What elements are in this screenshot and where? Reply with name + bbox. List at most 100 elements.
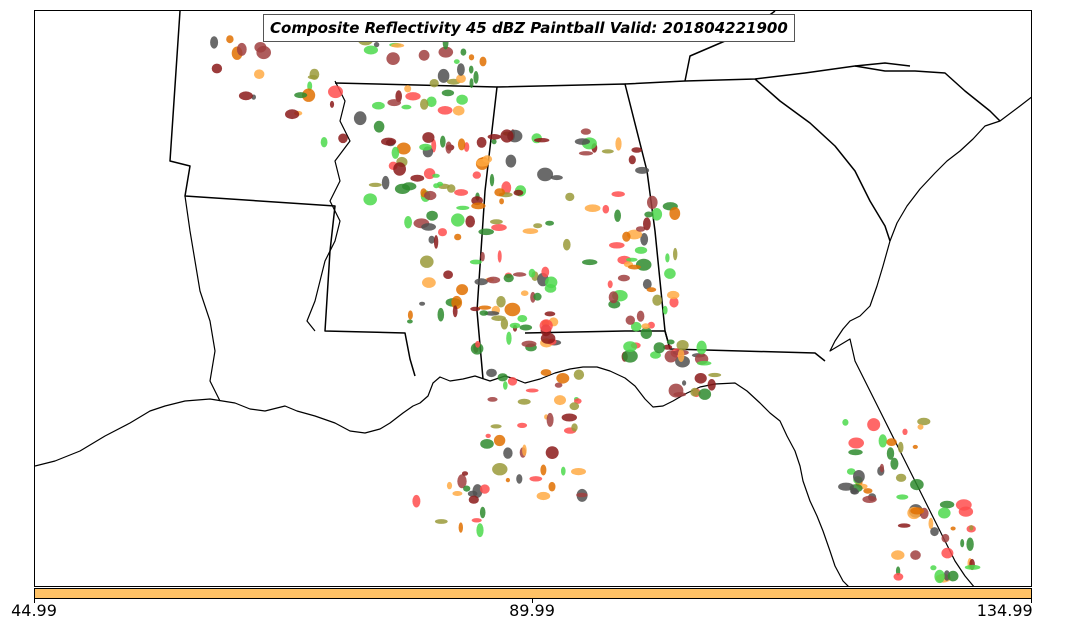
paintball-blob (640, 233, 649, 246)
paintball-blob (643, 217, 651, 231)
paintball-blob (401, 104, 412, 110)
paintball-blob (381, 175, 390, 190)
paintball-blob (614, 209, 621, 222)
paintball-blob (541, 266, 550, 278)
paintball-blob (465, 215, 476, 228)
paintball-blob (474, 278, 488, 286)
paintball-blob (628, 264, 641, 270)
atlantic-coastline (829, 96, 1031, 586)
paintball-blob (457, 63, 465, 76)
paintball-blob (537, 167, 554, 182)
paintball-blob (454, 189, 469, 196)
paintball-blob (607, 280, 613, 289)
paintball-blob (422, 132, 435, 143)
paintball-blob (578, 151, 594, 156)
paintball-blob (886, 438, 897, 446)
paintball-blob (546, 412, 554, 427)
map-canvas (35, 11, 1031, 586)
paintball-blob (497, 373, 508, 382)
paintball-blob (504, 302, 521, 317)
paintball-blob (666, 339, 675, 345)
gulf-coastline (35, 366, 849, 586)
paintball-blob (642, 279, 652, 290)
paintball-blob (236, 42, 247, 56)
paintball-blob (475, 340, 481, 348)
paintball-blob (476, 523, 484, 538)
paintball-blob (512, 272, 527, 277)
paintball-blob (454, 233, 462, 241)
paintball-blob (525, 388, 539, 393)
paintball-blob (491, 139, 497, 145)
paintball-blob (676, 340, 689, 351)
paintball-blob (494, 188, 506, 197)
paintball-blob (601, 149, 614, 154)
paintball-blob (451, 213, 465, 227)
paintball-blob (669, 297, 679, 308)
paintball-blob (896, 494, 909, 500)
paintball-blob (902, 428, 908, 435)
paintball-blob (630, 321, 642, 332)
paintball-blob (492, 463, 508, 476)
paintball-blob (651, 208, 663, 221)
paintball-blob (862, 495, 877, 503)
paintball-blob (480, 251, 485, 262)
paintball-blob (950, 526, 956, 531)
paintball-blob (489, 173, 495, 187)
paintball-blob (302, 88, 316, 102)
paintball-blob (254, 69, 265, 79)
paintball-blob (210, 36, 219, 49)
paintball-blob (460, 48, 467, 56)
paintball-blob (493, 434, 506, 447)
paintball-blob (522, 444, 527, 457)
paintball-blob (698, 388, 712, 400)
paintball-blob (533, 292, 542, 301)
paintball-blob (393, 162, 406, 176)
paintball-blob (438, 46, 454, 58)
paintball-blob (540, 464, 547, 476)
paintball-blob (426, 96, 437, 108)
paintball-blob (571, 468, 586, 476)
paintball-blob (457, 138, 466, 151)
paintball-blob (211, 63, 223, 74)
paintball-blob (960, 539, 965, 548)
paintball-blob (479, 56, 487, 67)
paintball-blob (544, 311, 556, 317)
paintball-blob (433, 235, 439, 249)
paintball-blob (891, 550, 905, 560)
paintball-blob (432, 173, 440, 178)
paintball-blob (556, 373, 570, 384)
paintball-blob (516, 474, 523, 484)
paintball-blob (548, 481, 556, 492)
paintball-blob (912, 444, 918, 449)
paintball-blob (373, 42, 380, 48)
paintball-blob (482, 155, 493, 163)
paintball-blob (574, 398, 582, 404)
paintball-blob (893, 573, 904, 581)
paintball-blob (452, 491, 463, 496)
paintball-blob (662, 305, 668, 315)
paintball-blob (394, 183, 411, 194)
paintball-blob (490, 219, 503, 225)
paintball-blob (626, 257, 638, 262)
paintball-blob (667, 290, 680, 300)
paintball-blob (665, 253, 670, 263)
paintball-blob (363, 45, 378, 55)
paintball-blob (307, 75, 318, 80)
paintball-blob (569, 402, 580, 411)
paintball-blob (890, 457, 899, 470)
paintball-blob (434, 519, 448, 524)
paintball-blob (410, 174, 425, 182)
map-panel[interactable] (34, 10, 1032, 587)
paintball-blob (491, 315, 506, 322)
paintball-blob (453, 59, 460, 64)
paintball-blob (910, 507, 925, 515)
paintball-blob (646, 287, 657, 293)
paintball-blob (533, 223, 543, 229)
paintball-blob (479, 506, 486, 519)
colorbar-tick-min: 44.99 (11, 601, 57, 620)
paintball-blob (505, 154, 517, 168)
paintball-blob (456, 74, 466, 83)
paintball-blob (463, 485, 471, 492)
paintball-blob (485, 433, 491, 438)
paintball-blob (582, 259, 598, 266)
